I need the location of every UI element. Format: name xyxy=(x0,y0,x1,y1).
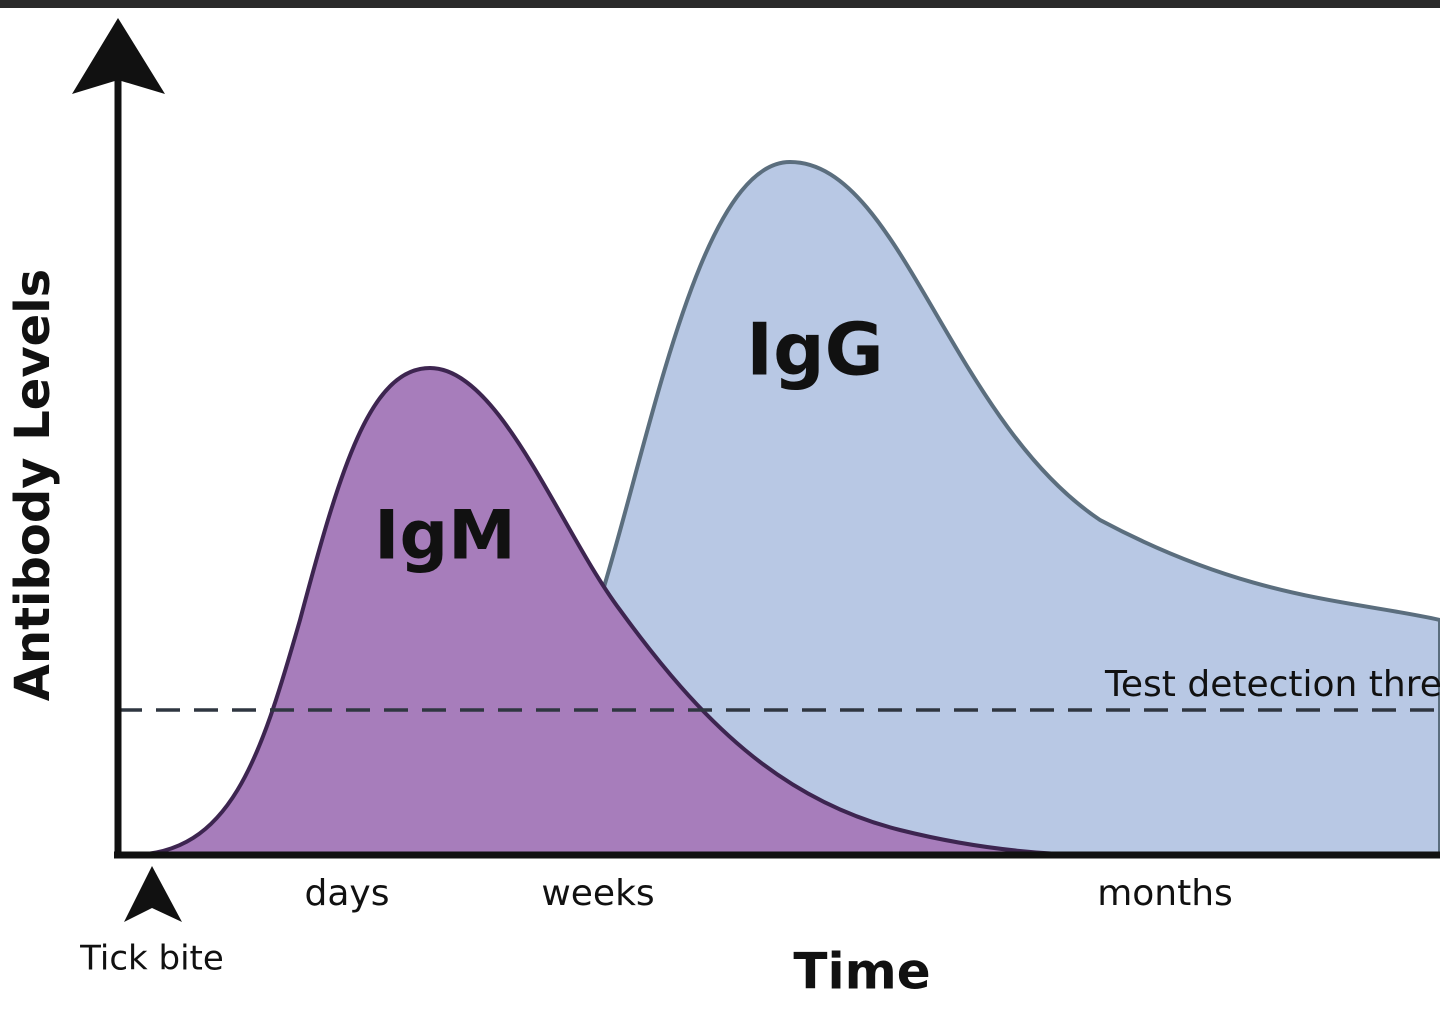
igg-curve xyxy=(598,159,1440,857)
curve-label: IgM xyxy=(374,497,516,576)
x-axis-label: Time xyxy=(793,943,930,1001)
y-axis-label: Antibody Levels xyxy=(5,269,61,701)
time-label: weeks xyxy=(541,873,654,914)
threshold-label: Test detection threshold xyxy=(1104,664,1440,705)
time-label: months xyxy=(1097,873,1233,914)
igm-curve xyxy=(129,365,1101,857)
y-axis-arrow xyxy=(72,18,165,94)
tick-bite-arrow xyxy=(124,866,182,922)
curve-label: IgG xyxy=(746,308,883,392)
event-label: Tick bite xyxy=(79,939,224,979)
time-label: days xyxy=(305,873,390,914)
top-border xyxy=(0,0,1440,8)
